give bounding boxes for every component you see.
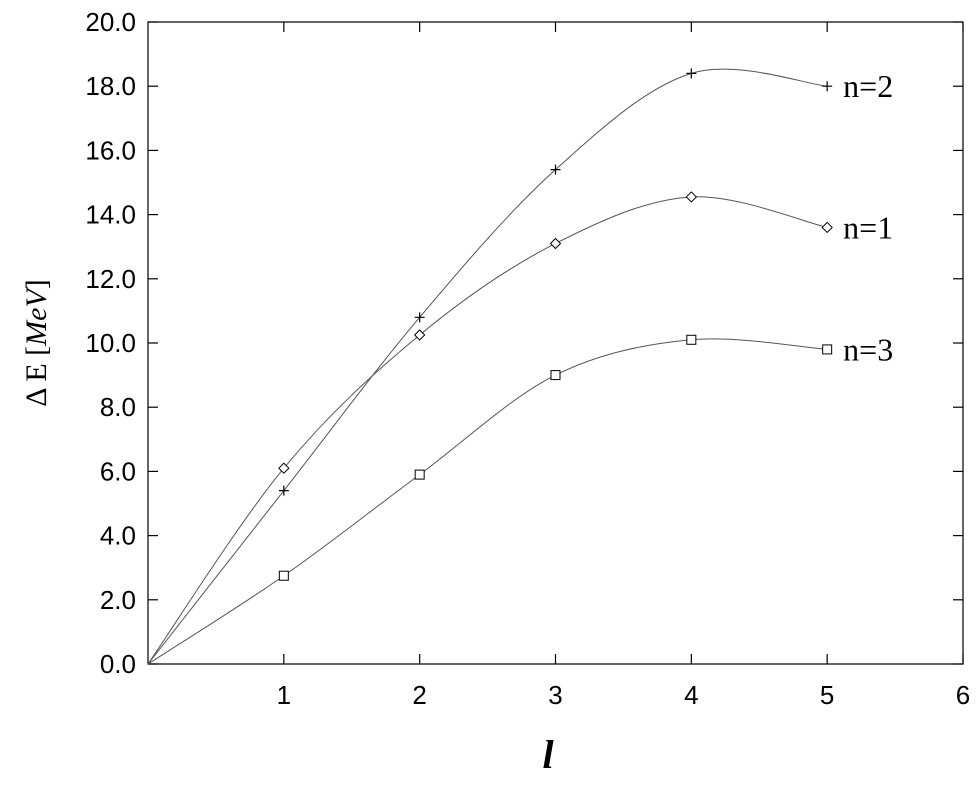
plus-marker — [822, 81, 833, 92]
square-marker — [414, 469, 425, 480]
y-axis-label-prefix: Δ E [ — [20, 346, 53, 407]
y-tick-label: 14.0 — [85, 200, 136, 230]
y-tick-label: 8.0 — [100, 392, 136, 422]
x-tick-label: 1 — [277, 680, 291, 710]
y-axis: 0.0 2.0 4.0 6.0 8.0 10.0 12.0 14.0 16.0 18.0 20.0 — [85, 7, 963, 679]
y-tick-label: 4.0 — [100, 521, 136, 551]
y-tick-label: 18.0 — [85, 71, 136, 101]
square-marker — [686, 334, 697, 345]
series-label: n=2 — [843, 68, 893, 104]
series-label: n=1 — [843, 209, 893, 245]
plot-frame — [147, 21, 964, 665]
y-tick-label: 2.0 — [100, 585, 136, 615]
square-marker — [550, 370, 561, 381]
series-line-n=2 — [147, 68, 828, 665]
y-tick-label: 10.0 — [85, 328, 136, 358]
x-tick-label: 5 — [820, 680, 834, 710]
x-axis-label: l — [542, 732, 554, 777]
plus-marker — [550, 164, 561, 175]
series-line-n=3 — [147, 338, 828, 665]
series-markers — [278, 68, 833, 581]
y-tick-label: 6.0 — [100, 456, 136, 486]
diamond-marker — [821, 221, 833, 234]
y-axis-label-unit: MeV — [20, 286, 53, 347]
x-tick-label: 4 — [684, 680, 698, 710]
x-tick-label: 3 — [548, 680, 562, 710]
square-marker — [822, 344, 833, 355]
y-axis-label: Δ E [MeV] — [20, 279, 53, 407]
y-tick-label: 0.0 — [100, 649, 136, 679]
diamond-marker — [685, 191, 698, 203]
plus-marker — [686, 68, 697, 79]
diamond-marker — [278, 462, 290, 474]
y-tick-label: 16.0 — [85, 135, 136, 165]
plus-marker — [414, 312, 425, 323]
diamond-marker — [413, 329, 426, 341]
series-labels: n=1 n=2 n=3 — [843, 68, 893, 367]
plus-marker — [278, 485, 289, 496]
y-tick-label: 12.0 — [85, 264, 136, 294]
diamond-marker — [549, 237, 562, 250]
x-tick-label: 6 — [956, 680, 970, 710]
x-tick-label: 2 — [412, 680, 426, 710]
x-axis: 1 2 3 4 5 6 — [277, 22, 970, 710]
y-axis-label-suffix: ] — [20, 279, 53, 289]
series-label: n=3 — [843, 331, 893, 367]
square-marker — [278, 570, 289, 581]
series-curves — [147, 68, 828, 665]
y-tick-label: 20.0 — [85, 7, 136, 37]
series-line-n=1 — [147, 196, 828, 665]
